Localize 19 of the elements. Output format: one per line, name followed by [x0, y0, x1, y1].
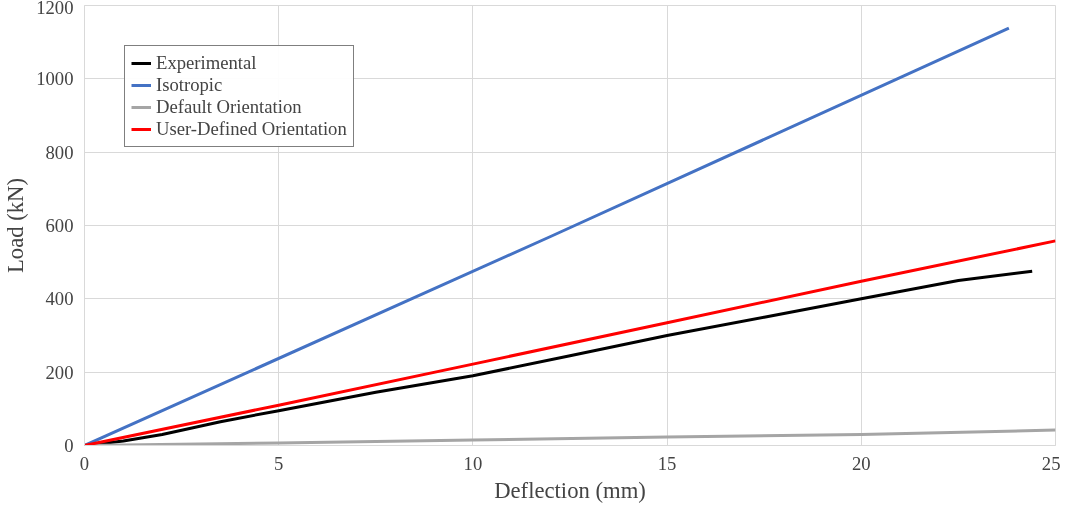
- legend-label: Isotropic: [156, 74, 223, 96]
- y-tick-label: 400: [45, 288, 74, 310]
- legend-label: Default Orientation: [156, 96, 302, 118]
- y-tick-label: 1200: [36, 0, 74, 18]
- y-tick-label: 200: [45, 361, 74, 383]
- legend-label: User-Defined Orientation: [156, 118, 347, 140]
- x-axis-title: Deflection (mm): [494, 477, 646, 503]
- y-tick-label: 0: [64, 435, 74, 456]
- y-tick-label: 1000: [36, 68, 74, 90]
- x-tick-label: 10: [463, 452, 483, 474]
- x-tick-label: 20: [851, 452, 871, 474]
- y-tick-label: 600: [45, 215, 74, 236]
- legend-label: Experimental: [156, 52, 257, 74]
- x-tick-label: 5: [274, 452, 284, 474]
- x-tick-label: 25: [1041, 452, 1061, 474]
- x-tick-label: 0: [79, 452, 90, 474]
- x-tick-label: 15: [657, 452, 677, 474]
- y-tick-label: 800: [45, 141, 74, 163]
- y-axis-title: Load (kN): [3, 178, 29, 273]
